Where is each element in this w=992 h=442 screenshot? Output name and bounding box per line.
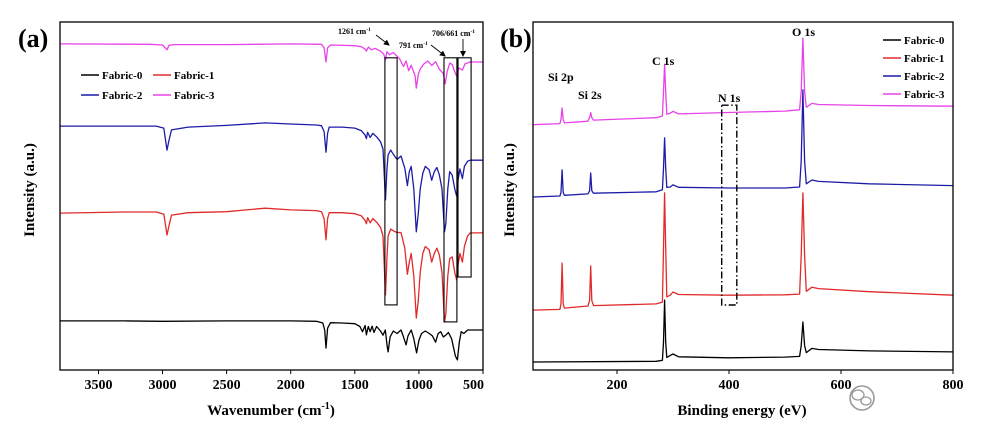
legend-item-fabric-3: Fabric-3: [153, 90, 215, 102]
peak-annotation-text: 791 cm: [399, 41, 424, 50]
x-tick-label: 3000: [149, 378, 177, 393]
x-tick-label: 1500: [341, 378, 369, 393]
legend-item-fabric-2: Fabric-2: [81, 90, 143, 102]
peak-annotation-2: Si 2s: [578, 88, 602, 102]
peak-annotation-superscript: -1: [366, 27, 371, 33]
panel-label-a: (a): [18, 24, 48, 53]
legend-item-fabric-0: Fabric-0: [883, 35, 945, 47]
peak-annotation-superscript: -1: [423, 41, 428, 47]
peak-annotation-4: N 1s: [718, 91, 741, 105]
x-tick-label: 2500: [213, 378, 241, 393]
peak-annotation-text: Si 2p: [548, 70, 574, 84]
series-line-fabric-0: [533, 299, 953, 363]
legend-item-fabric-1: Fabric-1: [153, 70, 214, 82]
legend-label: Fabric-1: [174, 70, 214, 82]
x-axis-title-a: Wavenumber (cm-1): [207, 401, 335, 419]
peak-annotation-5: O 1s: [792, 25, 815, 39]
peak-annotation-text: O 1s: [792, 25, 815, 39]
peak-annotation-text: Si 2s: [578, 88, 602, 102]
x-tick-label: 400: [719, 378, 740, 393]
series-line-fabric-1: [60, 207, 483, 323]
legend-label: Fabric-0: [904, 35, 945, 47]
legend-label: Fabric-1: [904, 53, 944, 65]
series-line-fabric-0: [60, 320, 483, 361]
x-tick-label: 3500: [85, 378, 113, 393]
series-line-fabric-2: [60, 122, 483, 233]
legend-label: Fabric-2: [904, 71, 945, 83]
y-axis-title-b: Intensity (a.u.): [502, 143, 518, 237]
highlight-band-1: [721, 104, 738, 306]
legend-label: Fabric-0: [102, 70, 143, 82]
series-line-fabric-3: [60, 43, 483, 89]
wechat-icon: [849, 385, 875, 411]
watermark: [849, 385, 875, 411]
legend-label: Fabric-3: [174, 90, 215, 102]
x-tick-label: 600: [831, 378, 852, 393]
peak-annotation-1: Si 2p: [548, 70, 574, 84]
peak-annotation-1: 1261 cm-1: [338, 27, 371, 36]
panel-b-xps-chart: (b) Intensity (a.u.) Binding energy (eV)…: [500, 21, 964, 419]
annotation-arrow: [375, 34, 390, 46]
x-tick-label: 800: [943, 378, 964, 393]
legend-label: Fabric-3: [904, 89, 945, 101]
x-tick-label: 200: [607, 378, 628, 393]
peak-annotation-text: N 1s: [718, 91, 741, 105]
legend-item-fabric-2: Fabric-2: [883, 71, 945, 83]
legend-item-fabric-3: Fabric-3: [883, 89, 945, 101]
plot-area-a: 3500 3000 2500 2000 1500 1000 500 Fabric-0 Fabri…: [60, 27, 484, 393]
peak-annotation-2: 791 cm-1: [399, 41, 428, 50]
peak-annotation-text: 1261 cm: [338, 27, 367, 36]
plot-frame-a: [59, 21, 484, 371]
highlight-band-3: [457, 57, 472, 278]
plot-frame-b: [532, 21, 954, 371]
peak-annotation-superscript: -1: [470, 29, 475, 35]
series-line-fabric-1: [533, 192, 953, 311]
panel-a-ftir-chart: (a) Intensity (a.u.) Wavenumber (cm-1) 3…: [18, 21, 484, 419]
x-tick-label: 2000: [277, 378, 305, 393]
annotation-arrow: [430, 44, 446, 57]
x-axis-title-b: Binding energy (eV): [677, 403, 806, 419]
legend-item-fabric-1: Fabric-1: [883, 53, 944, 65]
plot-area-b: 200 400 600 800 Fabric-0 Fabric-1 Fabric-2 Fabr…: [533, 25, 964, 393]
x-axis-title-a-end: ): [330, 403, 335, 419]
peak-annotation-3: C 1s: [652, 54, 675, 68]
panel-label-b: (b): [500, 24, 532, 53]
x-axis-title-a-main: Wavenumber (cm: [207, 403, 322, 419]
legend-item-fabric-0: Fabric-0: [81, 70, 143, 82]
x-axis-title-a-superscript: -1: [321, 401, 329, 412]
peak-annotation-text: 706/661 cm: [432, 29, 471, 38]
x-tick-label: 1000: [405, 378, 433, 393]
legend-label: Fabric-2: [102, 90, 143, 102]
peak-annotation-text: C 1s: [652, 54, 675, 68]
x-tick-label: 500: [463, 378, 484, 393]
y-axis-title-a: Intensity (a.u.): [22, 143, 38, 237]
highlight-band-1: [384, 57, 398, 306]
highlight-band-2: [443, 57, 458, 323]
series-line-fabric-2: [533, 89, 953, 198]
series-line-fabric-3: [533, 37, 953, 126]
peak-annotation-3: 706/661 cm-1: [432, 29, 475, 38]
